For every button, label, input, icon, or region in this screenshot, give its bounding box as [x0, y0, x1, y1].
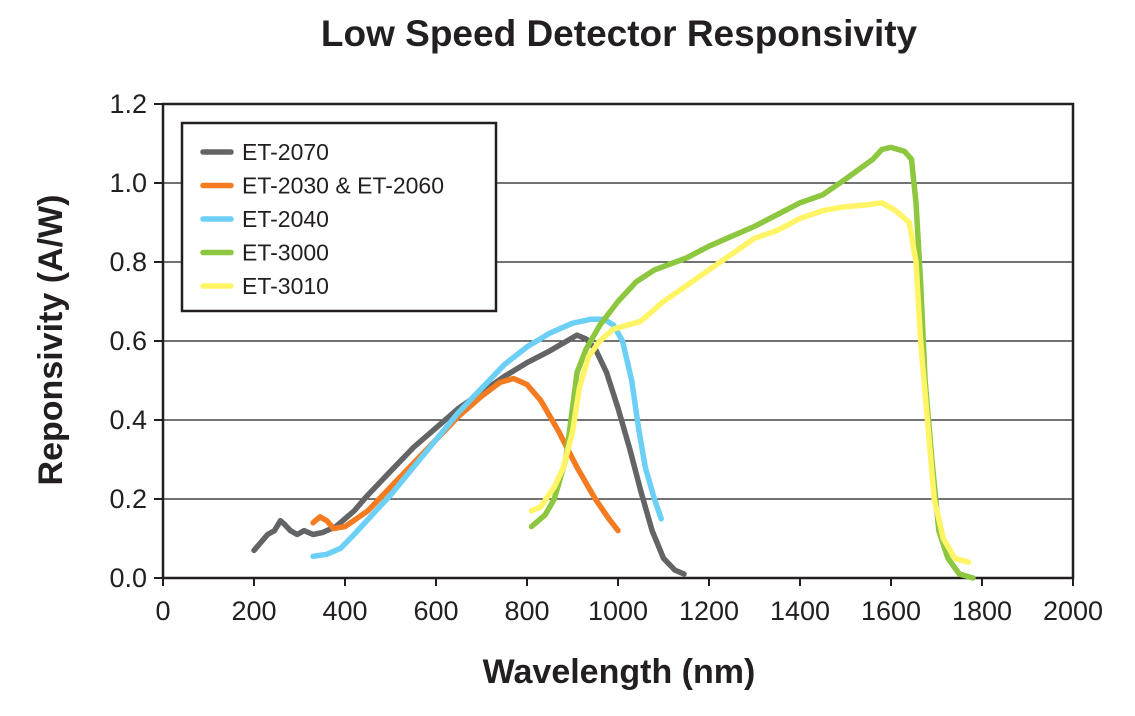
legend-box — [180, 121, 498, 313]
series-line-5 — [528, 200, 972, 565]
x-tick-label: 1600 — [861, 596, 921, 626]
legend-label: ET-3000 — [242, 240, 329, 266]
y-tick-label: 1.0 — [109, 168, 147, 198]
y-tick-label: 0.0 — [109, 563, 147, 593]
y-axis-title: Reponsivity (A/W) — [32, 195, 70, 486]
y-tick-label: 0.2 — [109, 484, 147, 514]
y-tick-label: 0.8 — [109, 247, 147, 277]
y-tick-label: 1.2 — [109, 89, 147, 119]
y-tick-label: 0.4 — [109, 405, 147, 435]
legend: ET-2070 ET-2030 & ET-2060 ET-2040 ET-3000 ET… — [180, 121, 498, 313]
x-tick-label: 2000 — [1043, 596, 1103, 626]
series-lines — [251, 144, 976, 581]
series-line-2 — [310, 375, 621, 534]
chart-title: Low Speed Detector Responsivity — [321, 13, 918, 54]
x-tick-label: 800 — [504, 596, 549, 626]
legend-label: ET-2040 — [242, 206, 329, 232]
x-tick-label: 600 — [413, 596, 458, 626]
x-tick-label: 1800 — [952, 596, 1012, 626]
x-axis-title: Wavelength (nm) — [483, 653, 756, 691]
series-line-4 — [528, 144, 976, 581]
axis-ticks: 0.0 0.2 0.4 0.6 0.8 1.0 1.2 0 200 400 600 800 1000 12… — [109, 89, 1103, 626]
x-tick-label: 1000 — [588, 596, 648, 626]
x-tick-label: 0 — [155, 596, 170, 626]
x-tick-label: 200 — [231, 596, 276, 626]
x-tick-label: 400 — [322, 596, 367, 626]
y-tick-label: 0.6 — [109, 326, 147, 356]
legend-label: ET-2030 & ET-2060 — [242, 173, 444, 199]
series-line-3 — [310, 316, 664, 560]
x-tick-label: 1400 — [770, 596, 830, 626]
legend-label: ET-3010 — [242, 273, 329, 299]
series-line-1 — [251, 332, 687, 577]
legend-label: ET-2070 — [242, 139, 329, 165]
x-tick-label: 1200 — [679, 596, 739, 626]
